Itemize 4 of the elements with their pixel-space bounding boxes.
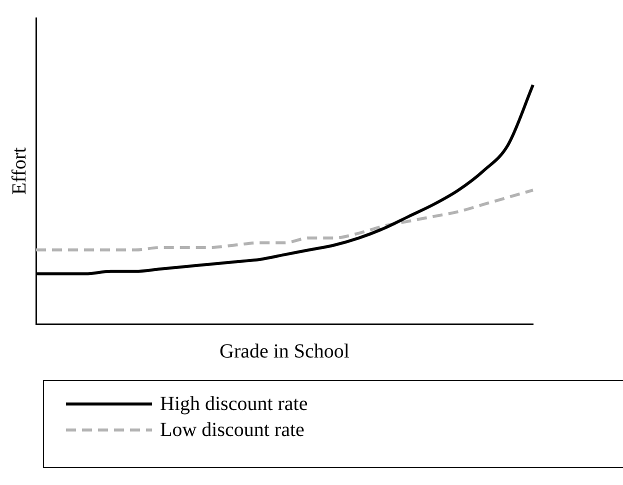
legend-label: High discount rate (160, 392, 308, 416)
x-axis-title: Grade in School (220, 340, 350, 362)
legend-label: Low discount rate (160, 418, 304, 442)
y-axis-title: Effort (8, 146, 30, 195)
